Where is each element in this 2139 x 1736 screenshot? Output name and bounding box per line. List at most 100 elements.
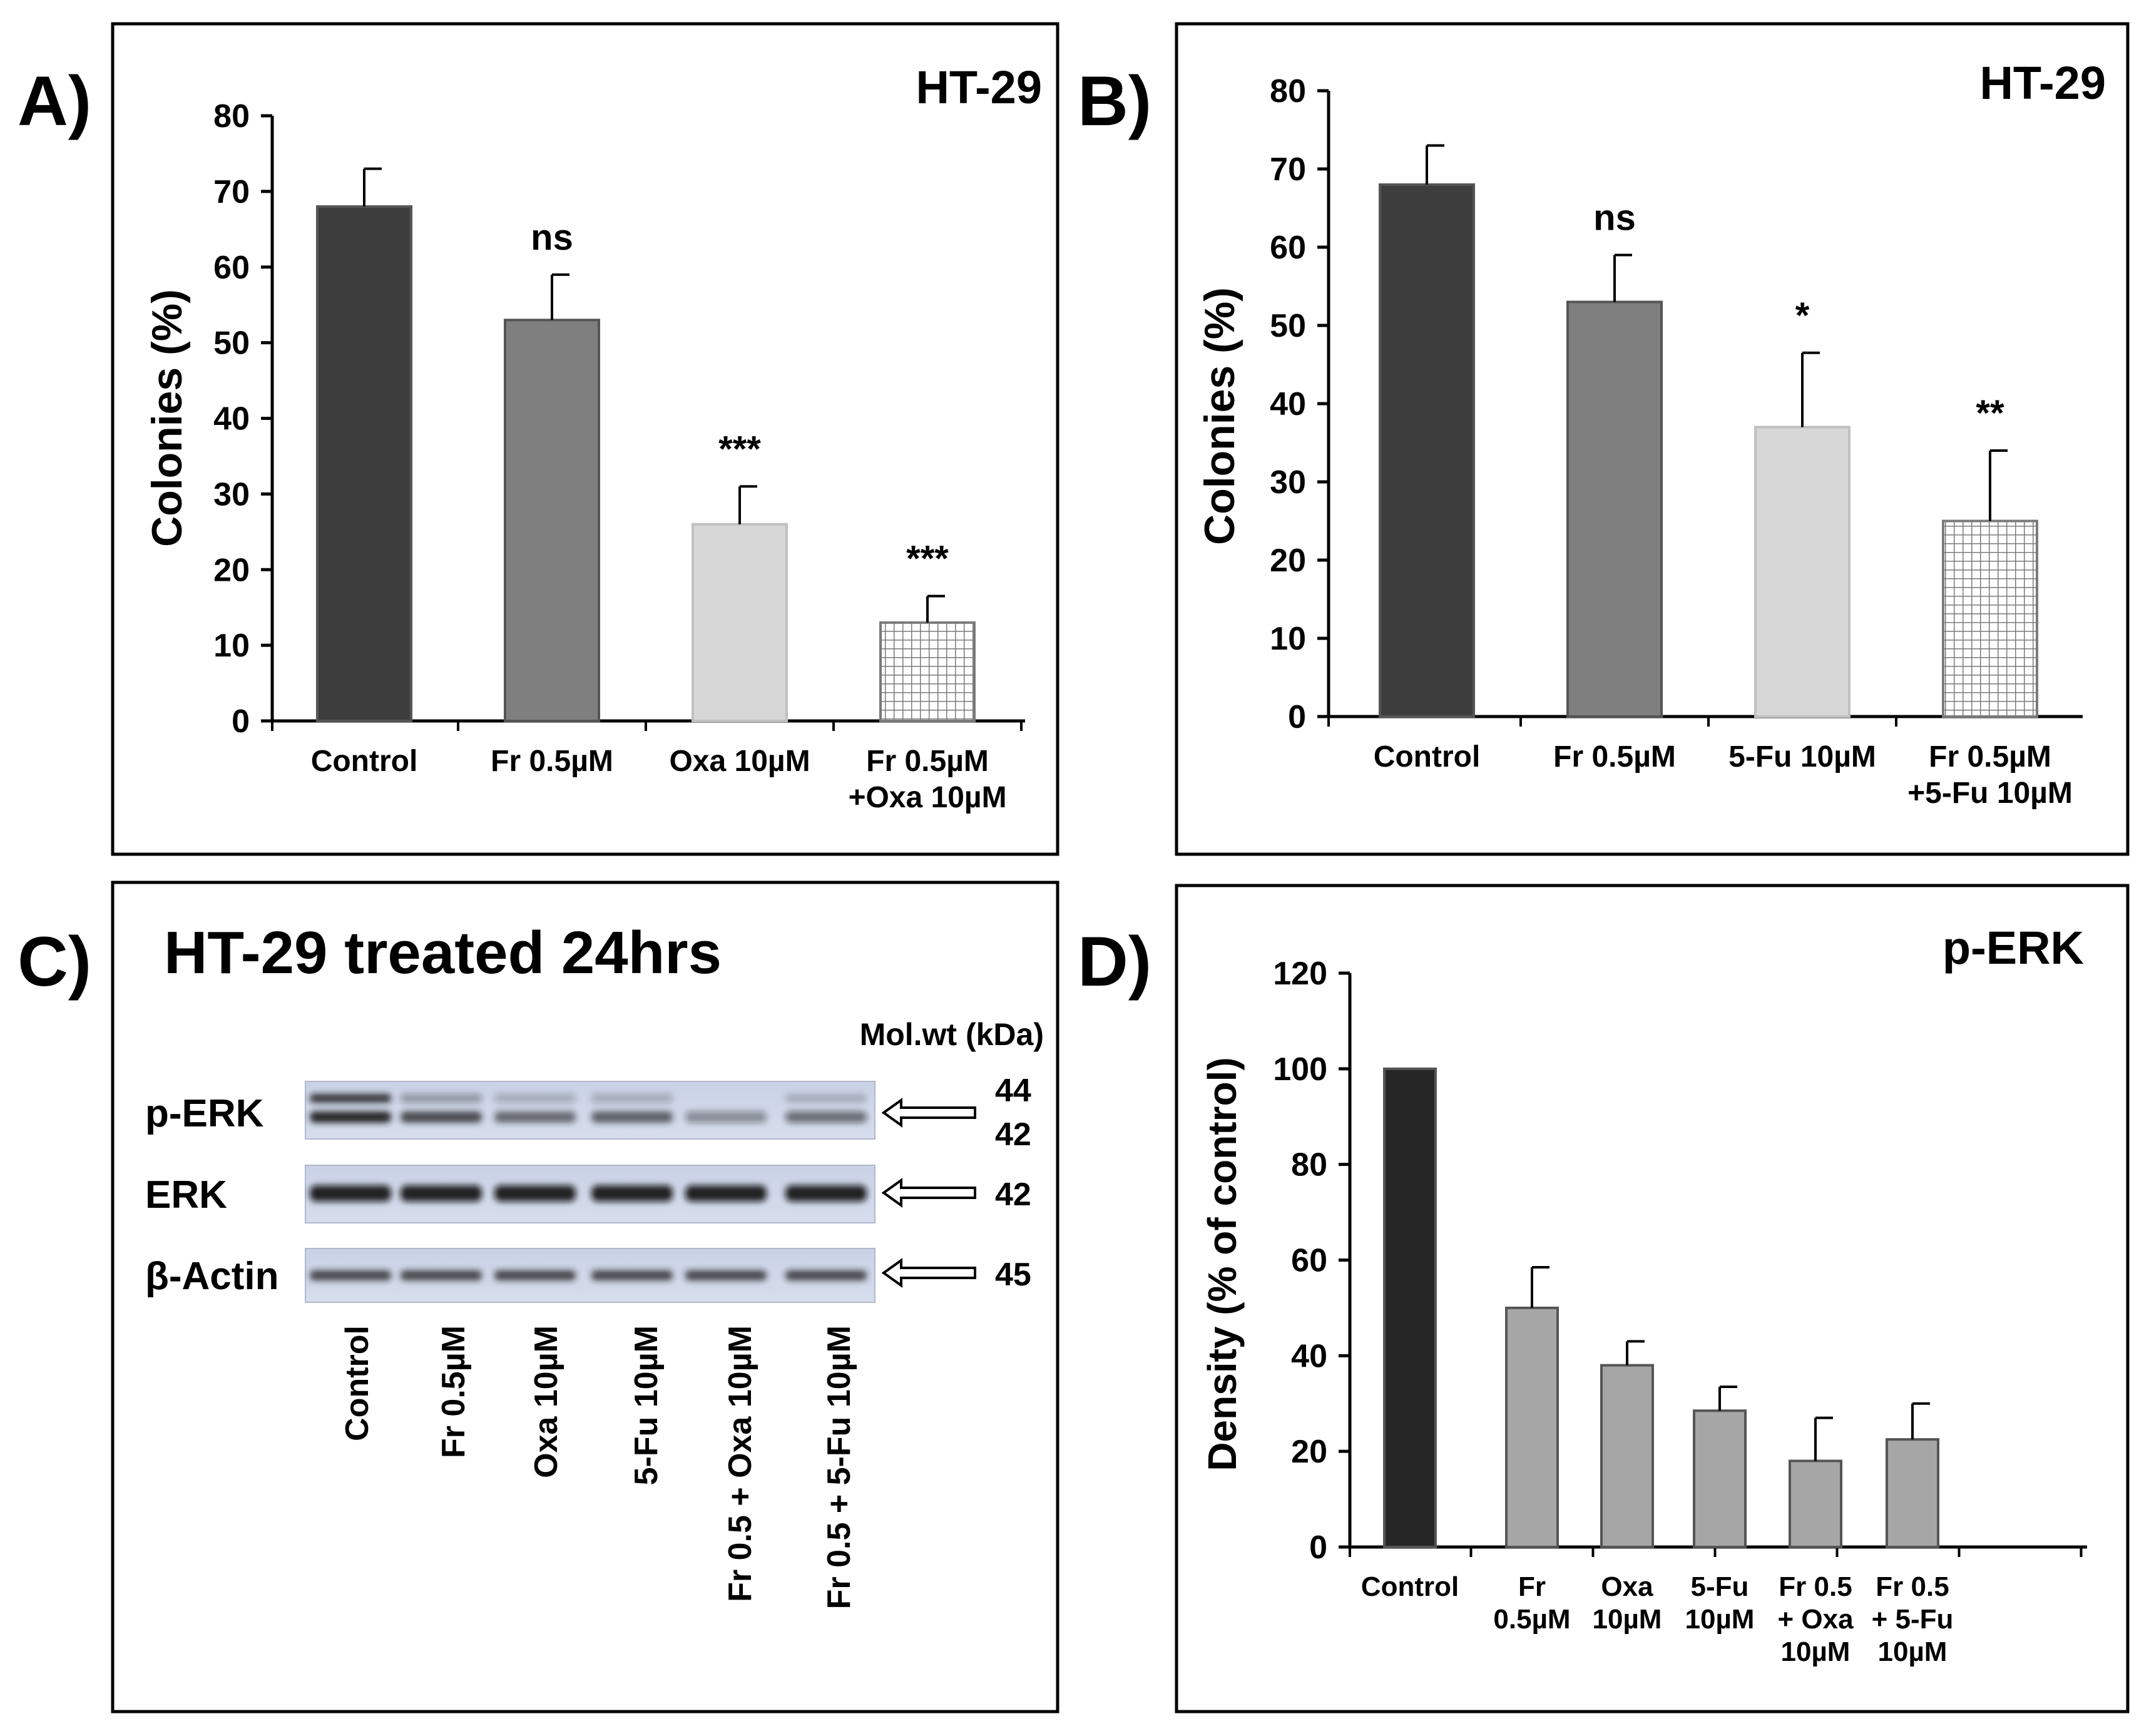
band-perk-42 <box>401 1111 482 1123</box>
kda-perk-42: 42 <box>995 1116 1031 1153</box>
chart-d-ytick-label: 0 <box>1309 1529 1327 1566</box>
chart-a-ytick-label: 50 <box>213 325 250 362</box>
chart-d-bar <box>1886 1438 1939 1548</box>
chart-a-significance: *** <box>718 429 761 469</box>
band-erk <box>785 1185 867 1202</box>
chart-d-category-label: 10µM <box>1878 1636 1948 1667</box>
band-perk-42 <box>494 1111 576 1123</box>
lane-label-control: Control <box>339 1325 375 1441</box>
lane-label-fr: Fr 0.5µM <box>436 1325 472 1458</box>
kda-erk-42: 42 <box>995 1177 1031 1213</box>
chart-a-category-label: Fr 0.5µM <box>491 745 613 778</box>
arrow-perk <box>881 1098 976 1128</box>
chart-b-ytick-label: 10 <box>1270 621 1306 657</box>
chart-d-ytick-label: 40 <box>1291 1338 1327 1374</box>
chart-a-colonies-oxa: HT-29 Colonies (%) 0 10 20 30 40 50 60 70 80 Contro… <box>143 61 1042 814</box>
panel-c-frame <box>111 881 1059 1713</box>
chart-a-ytick-label: 60 <box>213 250 250 286</box>
chart-a-ytick-label: 40 <box>213 401 250 437</box>
panel-c-letter: C) <box>18 922 91 1001</box>
arrow-actin <box>881 1258 976 1288</box>
chart-b-category-label: Fr 0.5µM <box>1553 740 1676 774</box>
chart-b-bar <box>1379 183 1475 718</box>
chart-d-category-label: 0.5µM <box>1493 1604 1570 1635</box>
chart-d-category-label: 5-Fu <box>1691 1571 1749 1602</box>
band-actin <box>785 1270 867 1280</box>
molwt-header: Mol.wt (kDa) <box>860 1017 1044 1052</box>
chart-b-bar <box>1754 426 1851 718</box>
band-perk-42 <box>310 1111 391 1123</box>
chart-a-category-label: +Oxa 10µM <box>848 781 1006 814</box>
chart-a-significance: ns <box>531 217 573 258</box>
chart-a-ytick-label: 0 <box>232 703 250 740</box>
chart-b-title: HT-29 <box>1979 57 2106 109</box>
chart-a-significance: *** <box>906 539 949 580</box>
chart-d-ytick-label: 20 <box>1291 1434 1327 1470</box>
band-actin <box>591 1270 673 1280</box>
band-perk-44 <box>401 1094 482 1103</box>
chart-d-perk-density: p-ERK Density (% of control) 0 20 40 60 80 100 1… <box>1200 922 2087 1667</box>
band-perk-44 <box>494 1094 576 1103</box>
panel-c-blot: HT-29 treated 24hrs Mol.wt (kDa) p-ERK E… <box>145 919 1044 1609</box>
band-perk-42 <box>785 1111 867 1123</box>
blot-strip-erk <box>305 1165 876 1223</box>
chart-b-significance: ** <box>1976 393 2004 434</box>
chart-b-category-label: Fr 0.5µM <box>1929 740 2051 774</box>
chart-d-ylabel: Density (% of control) <box>1200 1057 1245 1471</box>
band-perk-42 <box>685 1111 767 1123</box>
row-label-actin: β-Actin <box>145 1255 279 1298</box>
arrow-erk <box>881 1178 976 1208</box>
chart-b-bar <box>1942 519 2038 718</box>
band-perk-44 <box>310 1094 391 1103</box>
blot-title: HT-29 treated 24hrs <box>164 919 722 986</box>
chart-d-bar <box>1383 1067 1437 1549</box>
panel-b-frame <box>1175 22 2130 856</box>
chart-d-category-label: + 5-Fu <box>1872 1604 1954 1635</box>
band-perk-42 <box>591 1111 673 1123</box>
row-label-erk: ERK <box>145 1173 227 1217</box>
band-actin <box>494 1270 576 1280</box>
chart-a-category-label: Fr 0.5µM <box>866 745 989 778</box>
chart-a-ylabel: Colonies (%) <box>143 289 191 547</box>
chart-a-ytick-label: 80 <box>213 98 250 135</box>
band-erk <box>401 1185 482 1202</box>
panel-a-frame <box>111 22 1059 856</box>
chart-d-category-label: Fr 0.5 <box>1779 1571 1852 1602</box>
chart-b-ytick-label: 40 <box>1270 386 1306 422</box>
chart-d-category-label: 10µM <box>1781 1636 1851 1667</box>
chart-b-ytick-label: 0 <box>1288 699 1306 735</box>
panel-d-frame <box>1175 884 2130 1713</box>
chart-a-title: HT-29 <box>916 61 1042 113</box>
row-label-perk: p-ERK <box>145 1092 264 1135</box>
band-erk <box>494 1185 576 1202</box>
chart-d-category-label: Oxa <box>1601 1571 1653 1602</box>
chart-d-category-label: Fr <box>1518 1571 1546 1602</box>
chart-d-category-label: + Oxa <box>1777 1604 1854 1635</box>
chart-b-ytick-label: 30 <box>1270 464 1306 501</box>
panel-b-letter: B) <box>1078 62 1151 140</box>
lane-label-oxa: Oxa 10µM <box>528 1325 564 1478</box>
lane-label-fr-oxa: Fr 0.5 + Oxa 10µM <box>722 1325 758 1602</box>
chart-d-ytick-label: 120 <box>1273 956 1327 992</box>
chart-d-ytick-label: 60 <box>1291 1243 1327 1279</box>
chart-b-ytick-label: 60 <box>1270 230 1306 266</box>
chart-b-ytick-label: 80 <box>1270 73 1306 110</box>
chart-d-ytick-label: 80 <box>1291 1147 1327 1183</box>
band-perk-44 <box>785 1094 867 1103</box>
panel-a-letter: A) <box>18 62 91 140</box>
chart-a-ytick-label: 70 <box>213 174 250 210</box>
blot-strip-actin <box>305 1248 876 1303</box>
chart-b-category-label: +5-Fu 10µM <box>1907 777 2073 810</box>
chart-b-bar <box>1566 300 1663 718</box>
blot-strip-perk <box>305 1081 876 1140</box>
chart-b-ylabel: Colonies (%) <box>1196 287 1243 545</box>
chart-a-bar <box>692 523 788 722</box>
band-actin <box>685 1270 767 1280</box>
chart-b-category-label: Control <box>1374 740 1481 774</box>
chart-a-bar <box>504 319 600 722</box>
band-perk-44 <box>591 1094 673 1103</box>
chart-d-category-label: Control <box>1361 1571 1459 1602</box>
band-actin <box>401 1270 482 1280</box>
lane-label-5fu: 5-Fu 10µM <box>628 1325 665 1485</box>
chart-b-ytick-label: 70 <box>1270 151 1306 188</box>
